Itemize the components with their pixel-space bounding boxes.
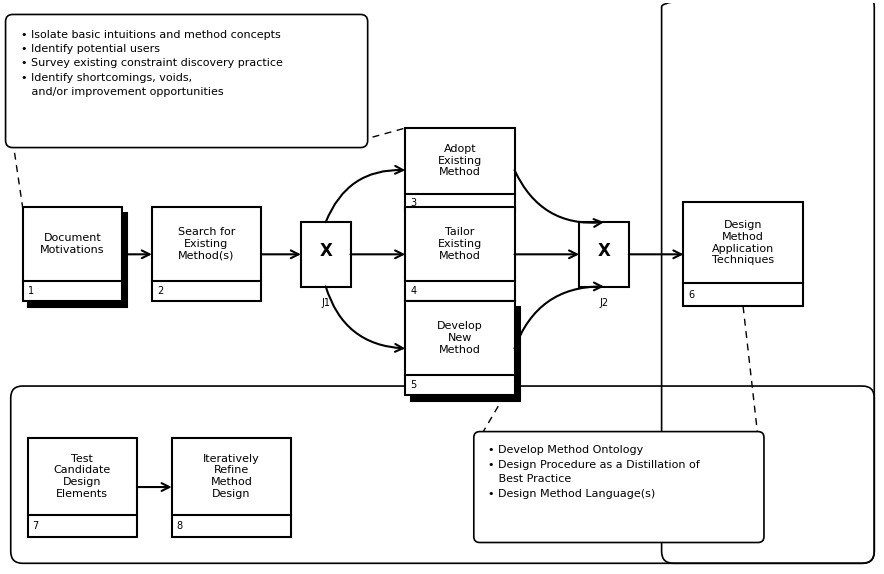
Text: 3: 3 — [410, 198, 416, 208]
FancyArrowPatch shape — [137, 483, 170, 491]
Text: Adopt
Existing
Method: Adopt Existing Method — [438, 144, 482, 177]
Text: X: X — [598, 242, 611, 261]
Text: 2: 2 — [156, 286, 163, 296]
Text: 1: 1 — [27, 286, 34, 296]
Text: Develop
New
Method: Develop New Method — [437, 321, 483, 355]
FancyBboxPatch shape — [5, 14, 368, 148]
Text: Test
Candidate
Design
Elements: Test Candidate Design Elements — [54, 454, 110, 499]
Text: 6: 6 — [689, 290, 695, 300]
Text: J2: J2 — [599, 298, 608, 308]
Bar — [405, 207, 514, 301]
Bar — [405, 301, 514, 395]
FancyArrowPatch shape — [514, 282, 602, 348]
Bar — [683, 202, 803, 307]
FancyArrowPatch shape — [514, 170, 602, 227]
FancyArrowPatch shape — [514, 250, 576, 258]
FancyArrowPatch shape — [325, 286, 403, 352]
Text: Design
Method
Application
Techniques: Design Method Application Techniques — [712, 220, 774, 265]
Text: 7: 7 — [33, 521, 39, 531]
FancyArrowPatch shape — [629, 250, 682, 258]
Text: 5: 5 — [410, 380, 416, 390]
FancyBboxPatch shape — [474, 432, 764, 542]
FancyArrowPatch shape — [325, 166, 403, 222]
Text: Document
Motivations: Document Motivations — [40, 233, 104, 255]
Text: Iteratively
Refine
Method
Design: Iteratively Refine Method Design — [203, 454, 260, 499]
FancyArrowPatch shape — [261, 250, 299, 258]
Bar — [152, 207, 261, 301]
FancyArrowPatch shape — [122, 250, 149, 258]
Text: Tailor
Existing
Method: Tailor Existing Method — [438, 227, 482, 261]
Bar — [23, 207, 122, 301]
Bar — [411, 307, 520, 401]
Text: Search for
Existing
Method(s): Search for Existing Method(s) — [178, 227, 235, 261]
Bar — [28, 213, 127, 307]
Bar — [27, 437, 137, 537]
Text: 4: 4 — [410, 286, 416, 296]
Text: • Isolate basic intuitions and method concepts
• Identify potential users
• Surv: • Isolate basic intuitions and method co… — [20, 29, 283, 97]
Text: 8: 8 — [177, 521, 183, 531]
Text: • Develop Method Ontology
• Design Procedure as a Distillation of
   Best Practi: • Develop Method Ontology • Design Proce… — [488, 445, 699, 499]
Bar — [171, 437, 291, 537]
FancyArrowPatch shape — [351, 250, 403, 258]
Text: X: X — [319, 242, 332, 261]
Bar — [579, 222, 629, 286]
Bar — [301, 222, 351, 286]
Bar — [405, 128, 514, 212]
Text: J1: J1 — [321, 298, 331, 308]
